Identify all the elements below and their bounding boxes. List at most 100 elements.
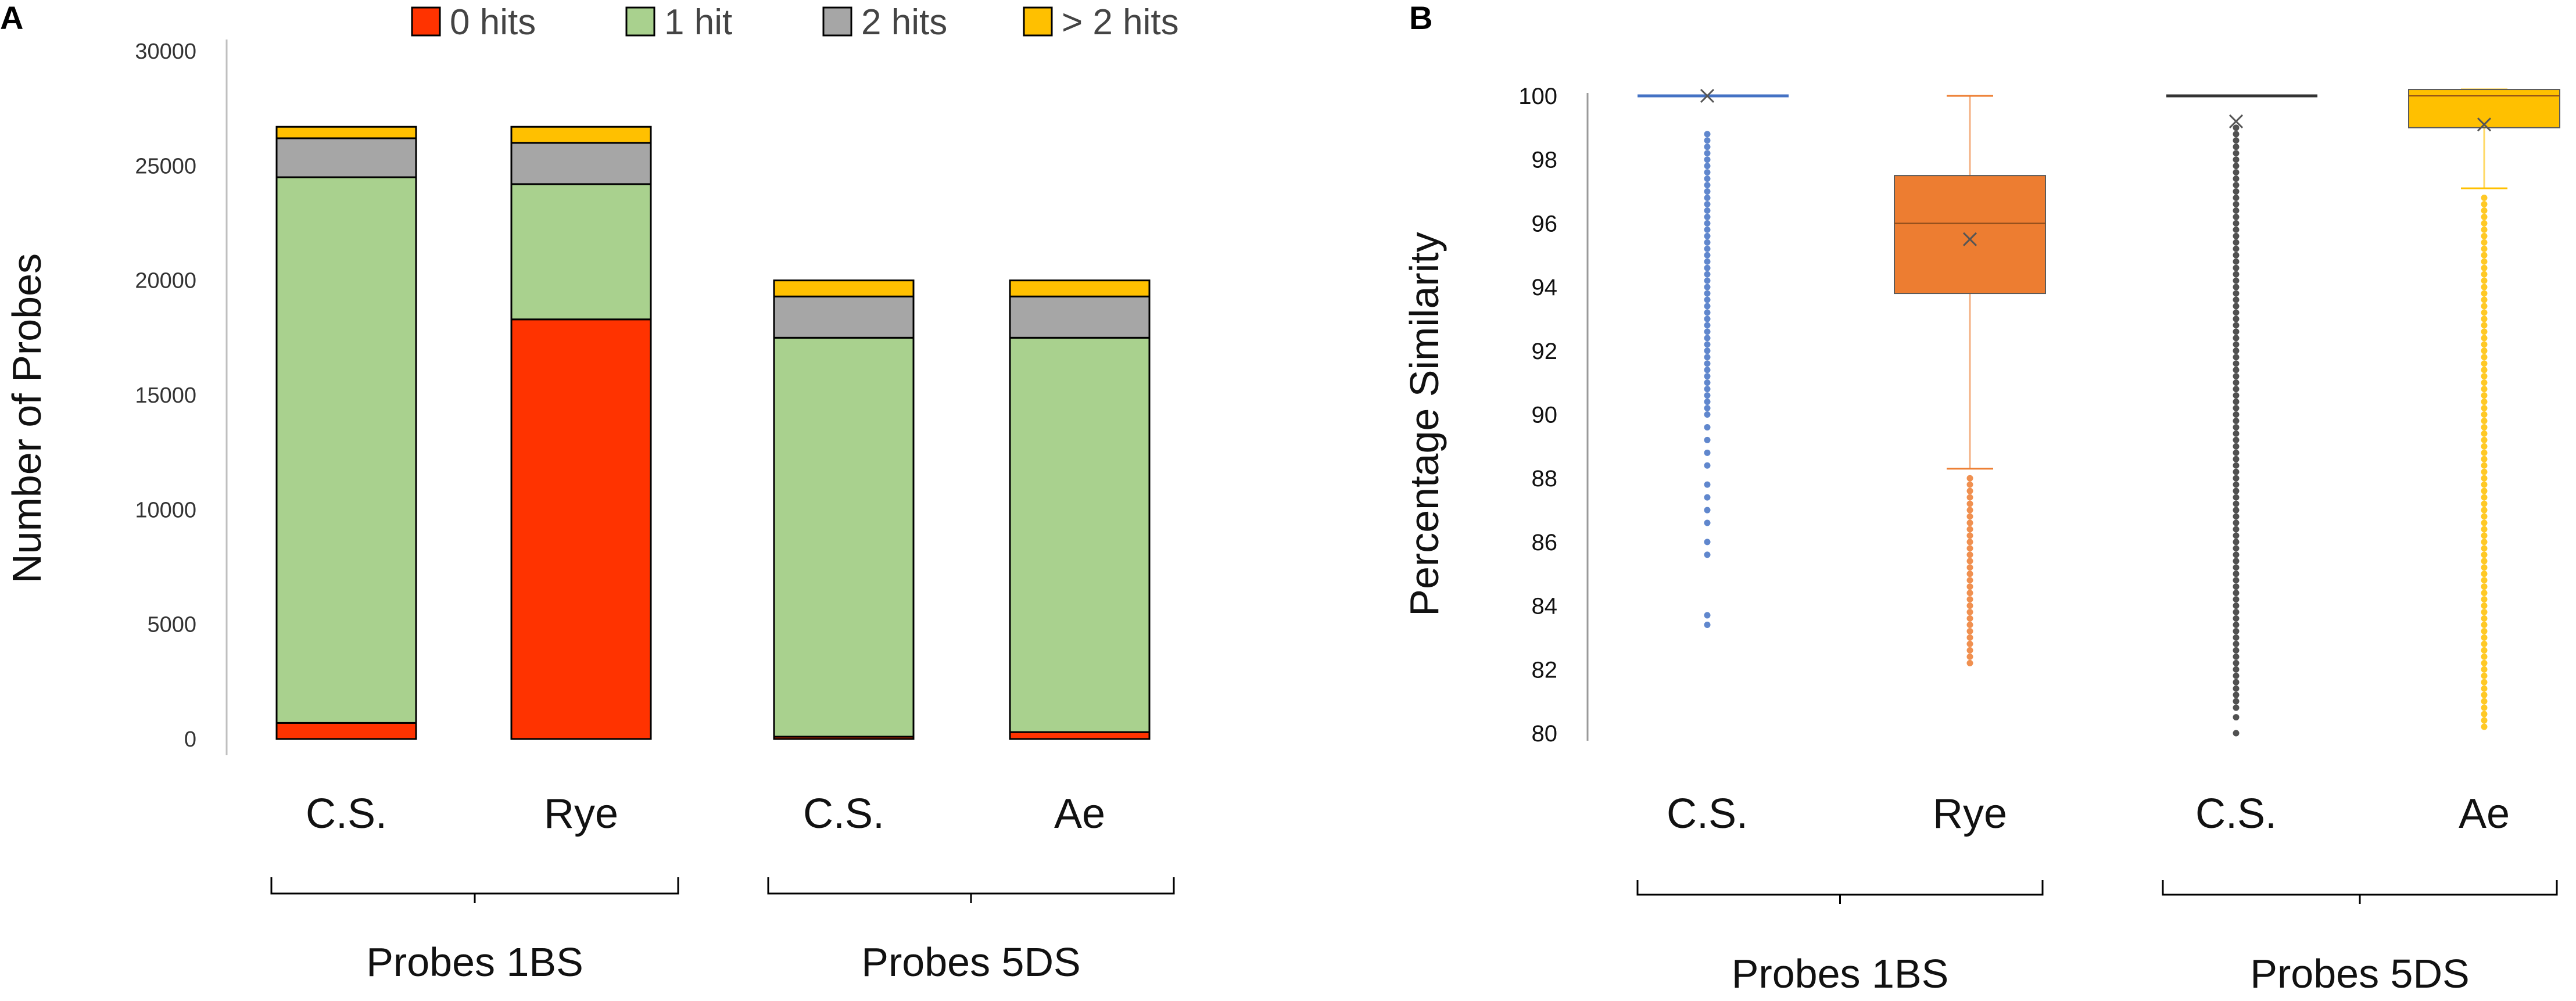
legend-swatch [1023, 6, 1053, 37]
panel-b-y-tick-label: 86 [1532, 530, 1558, 555]
outlier-point [1966, 627, 1973, 634]
outlier-point [2233, 232, 2240, 239]
outlier-point [2481, 609, 2488, 616]
panel-a-y-axis-title: Number of Probes [4, 253, 49, 583]
outlier-point [2233, 500, 2240, 507]
outlier-point [1704, 519, 1711, 526]
outlier-point [2481, 717, 2488, 724]
outlier-point [2481, 195, 2488, 202]
outlier-point [2233, 494, 2240, 501]
outlier-point [2233, 659, 2240, 666]
outlier-point [1704, 462, 1711, 469]
outlier-point [2481, 309, 2488, 316]
outlier-point [2233, 226, 2240, 233]
outlier-point [2233, 335, 2240, 342]
outlier-point [2233, 571, 2240, 577]
outlier-point [1966, 596, 1973, 603]
outlier-point [2233, 296, 2240, 303]
outlier-point [1966, 481, 1973, 488]
outlier-point [1704, 137, 1711, 144]
outlier-point [2233, 290, 2240, 297]
outlier-point [2481, 347, 2488, 354]
outlier-point [1704, 175, 1711, 182]
outlier-point [2233, 615, 2240, 622]
outlier-point [2233, 583, 2240, 590]
outlier-point [1966, 494, 1973, 501]
outlier-point [2481, 252, 2488, 259]
outlier-point [1966, 640, 1973, 647]
panel-b-y-tick-label: 100 [1518, 84, 1557, 109]
outlier-point [2481, 271, 2488, 278]
panel-b-category-label: Rye [1933, 791, 2007, 837]
bar-segment [275, 137, 417, 178]
bar-segment [510, 318, 652, 740]
outlier-point [2481, 571, 2488, 577]
outlier-point [2481, 653, 2488, 660]
outlier-point [1704, 182, 1711, 189]
outlier-point [2481, 468, 2488, 475]
outlier-point [2233, 417, 2240, 424]
outlier-point [1966, 577, 1973, 584]
outlier-point [1704, 258, 1711, 265]
outlier-point [2481, 226, 2488, 233]
outlier-point [1704, 405, 1711, 412]
outlier-point [1704, 277, 1711, 284]
outlier-point [2233, 405, 2240, 412]
outlier-point [2233, 220, 2240, 227]
outlier-point [2481, 507, 2488, 514]
outlier-point [2233, 666, 2240, 673]
outlier-point [2233, 271, 2240, 278]
outlier-point [2233, 360, 2240, 367]
outlier-point [2481, 659, 2488, 666]
outlier-point [2481, 296, 2488, 303]
outlier-point [2233, 399, 2240, 406]
outlier-point [2481, 449, 2488, 456]
outlier-point [2481, 679, 2488, 686]
outlier-point [2481, 551, 2488, 558]
outlier-point [2481, 367, 2488, 374]
outlier-point [1704, 347, 1711, 354]
outlier-point [2233, 347, 2240, 354]
outlier-point [2233, 175, 2240, 182]
panel-b-y-tick-label: 96 [1532, 211, 1558, 236]
outlier-point [2481, 583, 2488, 590]
outlier-point [1966, 622, 1973, 629]
outlier-point [1966, 647, 1973, 654]
bar-segment [773, 336, 915, 738]
legend-label: 0 hits [450, 2, 536, 42]
panel-b-y-tick-label: 84 [1532, 594, 1558, 619]
outlier-point [1704, 156, 1711, 163]
bar-segment [1009, 279, 1151, 297]
outlier-point [1704, 386, 1711, 393]
outlier-point [1704, 622, 1711, 629]
outlier-point [2233, 252, 2240, 259]
outlier-point [1966, 602, 1973, 609]
outlier-point [2481, 481, 2488, 488]
outlier-point [1966, 615, 1973, 622]
outlier-point [2481, 564, 2488, 571]
outlier-point [2481, 513, 2488, 520]
outlier-point [1704, 303, 1711, 310]
outlier-point [2233, 672, 2240, 679]
outlier-point [2481, 258, 2488, 265]
outlier-point [2481, 532, 2488, 539]
outlier-point [2233, 264, 2240, 271]
outlier-point [1966, 532, 1973, 539]
outlier-point [2481, 245, 2488, 252]
outlier-point [2481, 627, 2488, 634]
outlier-point [2233, 354, 2240, 361]
panel-a-y-tick-label: 15000 [135, 383, 196, 408]
outlier-point [2233, 577, 2240, 584]
outlier-point [2233, 462, 2240, 469]
outlier-point [2233, 424, 2240, 430]
outlier-point [2233, 245, 2240, 252]
outlier-point [1704, 195, 1711, 202]
outlier-point [1966, 558, 1973, 565]
outlier-point [2233, 379, 2240, 386]
outlier-point [2233, 284, 2240, 290]
outlier-point [2481, 545, 2488, 552]
outlier-point [1704, 232, 1711, 239]
outlier-point [2233, 411, 2240, 418]
outlier-point [2233, 322, 2240, 329]
outlier-point [2233, 386, 2240, 393]
